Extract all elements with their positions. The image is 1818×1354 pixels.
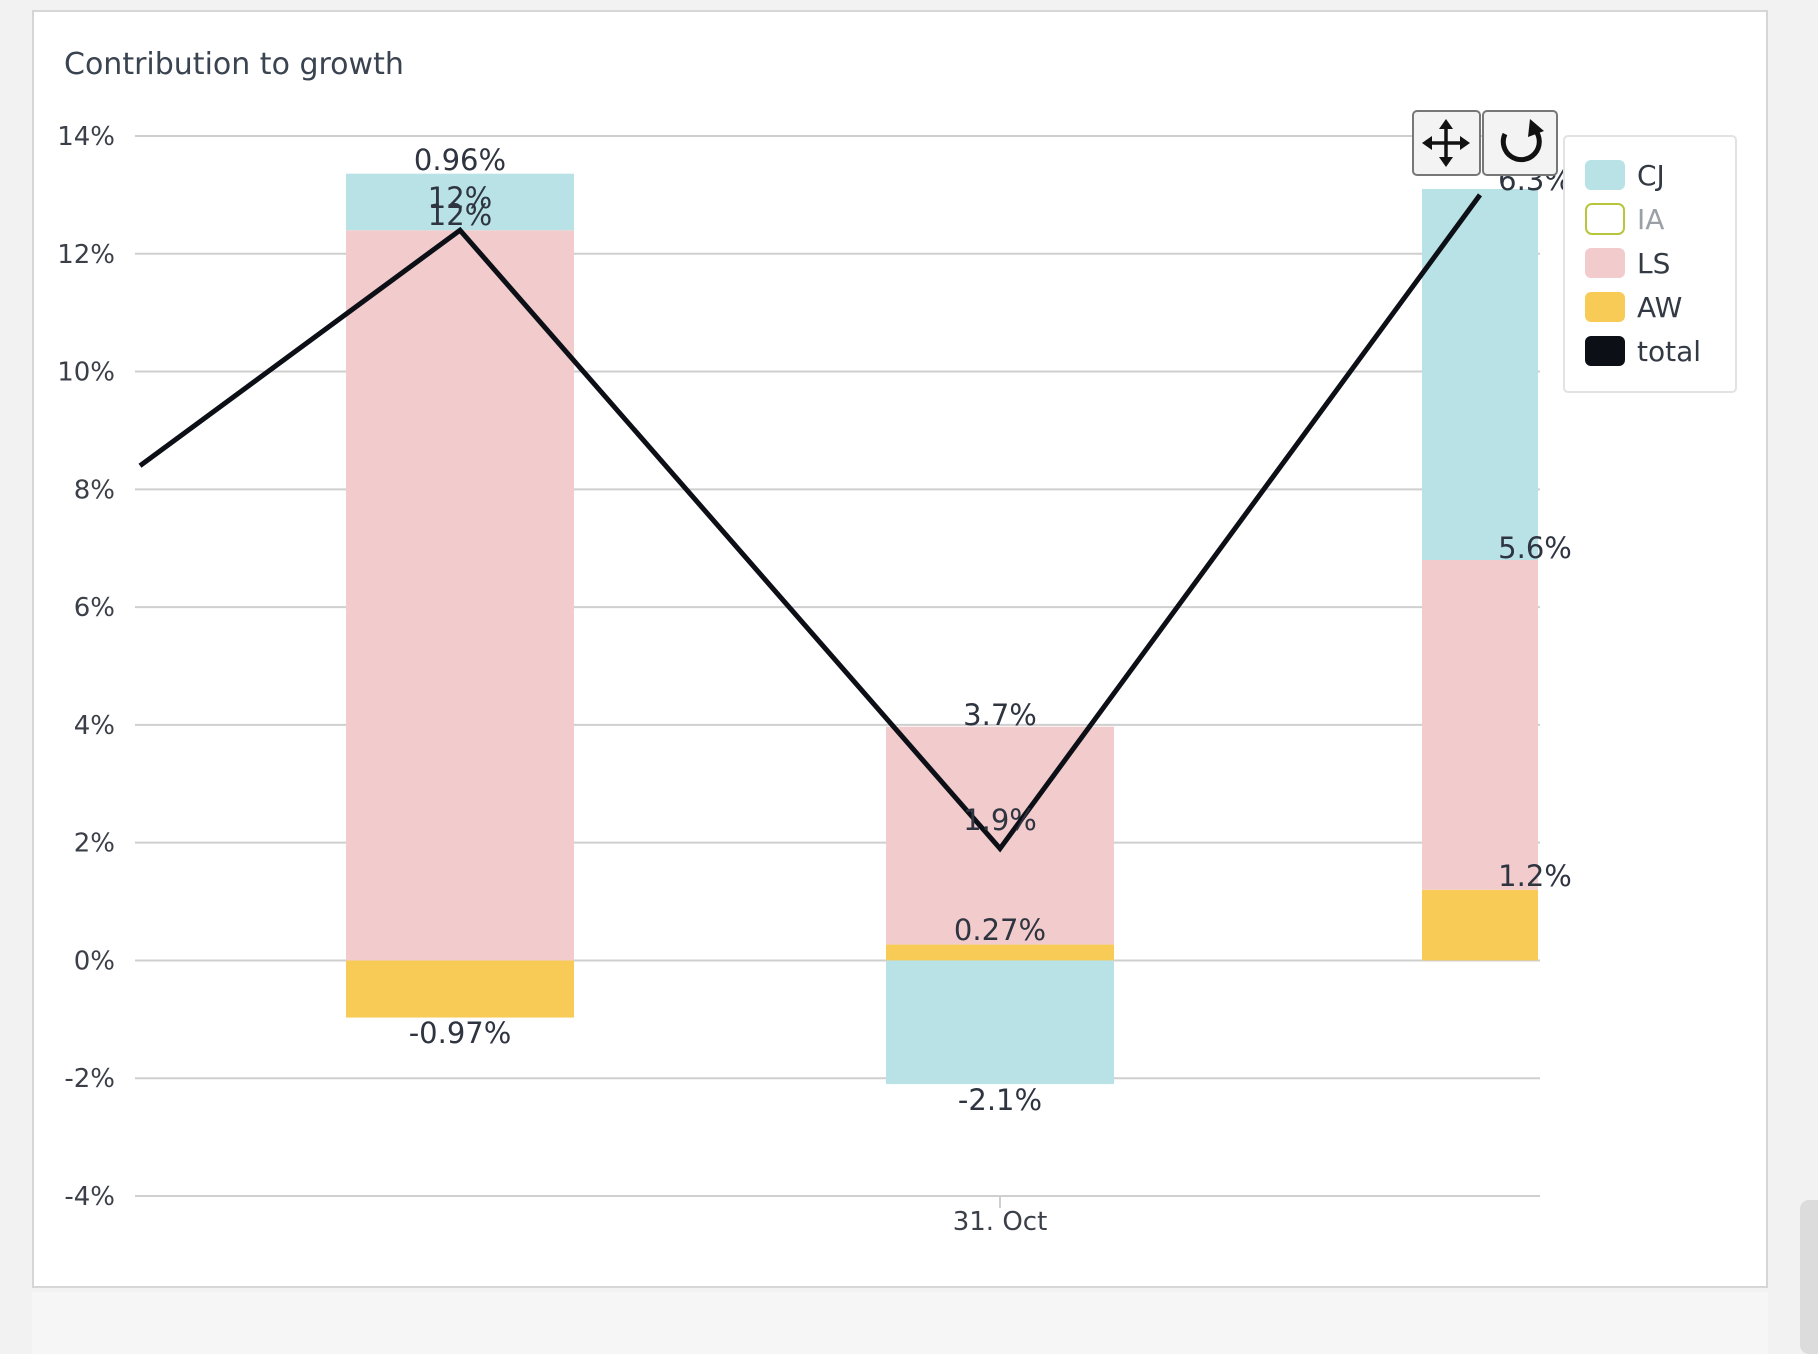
data-label: 3.7%	[963, 698, 1037, 732]
legend-swatch	[1585, 160, 1625, 190]
bar-cj	[346, 173, 574, 231]
y-tick-label: 14%	[57, 122, 115, 152]
y-tick-label: -4%	[64, 1182, 115, 1212]
bars	[346, 173, 1538, 1085]
y-tick-label: -2%	[64, 1064, 115, 1094]
data-label: 0.27%	[954, 913, 1046, 947]
rotate-reset-icon	[1500, 119, 1544, 163]
y-tick-label: 6%	[74, 593, 115, 623]
pan-button[interactable]	[1412, 110, 1481, 176]
legend-item-total[interactable]: total	[1585, 335, 1701, 368]
bar-aw	[346, 960, 574, 1018]
bar-aw	[1422, 889, 1538, 961]
y-tick-label: 10%	[57, 358, 115, 388]
legend-label: LS	[1637, 247, 1670, 280]
bar-cj	[886, 960, 1114, 1085]
x-tick-label: 31. Oct	[953, 1207, 1048, 1237]
legend-item-aw[interactable]: AW	[1585, 291, 1682, 324]
legend-label: AW	[1637, 291, 1682, 324]
legend-label: IA	[1637, 203, 1664, 236]
data-labels: 0.96%12%12%-0.97%3.7%1.9%0.27%-2.1%6.3%5…	[409, 143, 1572, 1117]
y-tick-label: 8%	[74, 475, 115, 505]
total-line-group	[138, 193, 1483, 853]
data-label: 1.2%	[1498, 859, 1572, 893]
bar-ls	[1422, 560, 1538, 890]
data-label: 12%	[428, 181, 492, 215]
reset-button[interactable]	[1482, 110, 1558, 176]
y-tick-label: 12%	[57, 240, 115, 270]
y-tick-label: 4%	[74, 711, 115, 741]
legend-swatch	[1585, 248, 1625, 278]
chart-title: Contribution to growth	[64, 47, 404, 82]
legend: CJ IA LS AW total	[1563, 135, 1737, 393]
data-label: -2.1%	[958, 1083, 1042, 1117]
bar-cj	[1422, 189, 1538, 560]
move-arrowheads	[1422, 119, 1470, 167]
data-label: 0.96%	[414, 143, 506, 177]
scrollbar-thumb[interactable]	[1800, 1200, 1818, 1354]
bottom-strip	[32, 1292, 1768, 1354]
x-axis: 31. Oct	[953, 1196, 1048, 1237]
legend-box	[1563, 135, 1737, 393]
move-arrows-icon	[1427, 124, 1465, 162]
legend-item-ls[interactable]: LS	[1585, 247, 1670, 280]
y-tick-label: 2%	[74, 829, 115, 859]
data-label: 5.6%	[1498, 531, 1572, 565]
legend-item-ia[interactable]: IA	[1585, 203, 1664, 236]
y-tick-label: 0%	[74, 946, 115, 976]
data-label: 1.9%	[963, 803, 1037, 837]
legend-label: CJ	[1637, 159, 1665, 192]
legend-item-cj[interactable]: CJ	[1585, 159, 1665, 192]
total-line	[138, 193, 1483, 853]
legend-swatch	[1585, 336, 1625, 366]
data-label: 12%	[428, 198, 492, 232]
legend-swatch	[1585, 203, 1625, 235]
bar-ls	[346, 230, 574, 961]
y-axis: 14% 12% 10% 8% 6% 4% 2% 0% -2% -4%	[57, 122, 115, 1212]
legend-swatch	[1585, 292, 1625, 322]
bar-aw	[886, 944, 1114, 961]
legend-label: total	[1637, 335, 1701, 368]
data-label: -0.97%	[409, 1016, 512, 1050]
